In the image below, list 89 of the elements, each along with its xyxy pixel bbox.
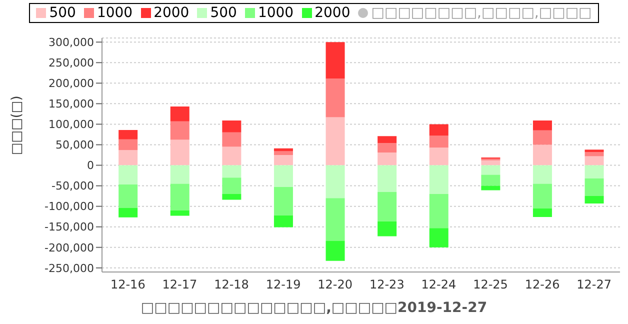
bar: [429, 148, 448, 166]
bar: [222, 165, 242, 178]
bar: [326, 117, 345, 166]
bar: [222, 146, 242, 166]
bar: [326, 165, 345, 198]
y-tick-label: -250,000: [44, 262, 94, 275]
bar: [378, 165, 397, 192]
y-tick-label: 300,000: [48, 36, 94, 50]
bar: [532, 144, 552, 166]
bar: [378, 192, 397, 222]
bar: [118, 184, 138, 208]
bar: [532, 208, 552, 217]
bar: [222, 132, 242, 147]
bar: [584, 196, 604, 204]
bar: [170, 210, 190, 216]
bar: [532, 165, 552, 184]
y-tick-label: 200,000: [48, 77, 94, 90]
bar: [429, 228, 448, 248]
bar: [378, 152, 397, 166]
bar: [481, 174, 500, 186]
bar: [429, 136, 448, 148]
x-tick-label: 12-24: [421, 278, 456, 292]
legend-label: 500: [48, 5, 76, 21]
bar: [532, 120, 552, 130]
x-tick-label: 12-25: [473, 278, 508, 292]
x-tick-label: 12-20: [318, 278, 353, 292]
x-tick-label: 12-19: [266, 278, 301, 292]
bar: [429, 124, 448, 136]
legend-label: 2000: [314, 5, 350, 21]
bar: [326, 198, 345, 241]
legend-label: □□□□□□□□,□□□□,□□□□: [370, 5, 592, 21]
bar: [378, 143, 397, 153]
bar: [481, 186, 500, 190]
bar: [584, 165, 604, 178]
y-tick-label: 150,000: [48, 98, 94, 111]
bar: [170, 165, 190, 184]
bar: [378, 136, 397, 144]
bar: [118, 165, 138, 185]
bar: [170, 140, 190, 166]
bar: [222, 178, 242, 194]
y-axis-title: □□□(□): [10, 96, 25, 155]
x-tick-label: 12-23: [369, 278, 404, 292]
bar: [274, 187, 293, 216]
x-tick-label: 12-18: [214, 278, 249, 292]
bar: [274, 148, 293, 152]
y-tick-label: -200,000: [44, 241, 94, 254]
text: □□□□□□□□□□□□□□,□□□□□2019-12-27: [140, 300, 488, 316]
legend-label: 500: [209, 5, 237, 21]
bar: [584, 178, 604, 196]
bar: [274, 165, 293, 188]
bar: [274, 215, 293, 228]
bar: [170, 121, 190, 140]
y-tick-label: 250,000: [48, 56, 94, 70]
bar: [481, 160, 500, 166]
bar: [532, 130, 552, 145]
bar: [326, 42, 345, 79]
bar: [170, 184, 190, 210]
legend-label: 1000: [96, 5, 133, 21]
bar: [222, 120, 242, 132]
bar: [584, 156, 604, 166]
bar: [118, 139, 138, 150]
bar: [118, 150, 138, 166]
y-tick-label: -100,000: [44, 200, 94, 214]
bar: [326, 240, 345, 261]
y-tick-label: 0: [87, 159, 94, 172]
bar: [222, 194, 242, 200]
bar: [274, 155, 293, 166]
x-tick-label: 12-17: [162, 278, 198, 292]
y-tick-label: 50,000: [56, 138, 94, 152]
y-tick-label: -50,000: [52, 180, 94, 193]
legend-label: 2000: [152, 5, 190, 21]
bar: [429, 194, 448, 228]
x-tick-label: 12-26: [524, 278, 560, 292]
bar: [170, 106, 190, 122]
bar: [584, 152, 604, 156]
bar: [118, 208, 138, 218]
y-tick-label: -150,000: [44, 220, 94, 234]
x-tick-label: 12-27: [576, 278, 612, 292]
bar: [584, 150, 604, 152]
bar: [532, 184, 552, 208]
bar: [429, 165, 448, 194]
y-tick-label: 100,000: [48, 118, 94, 132]
x-tick-label: 12-16: [110, 278, 146, 292]
bar: [481, 165, 500, 175]
bar: [378, 222, 397, 236]
bar: [118, 130, 138, 140]
bar: [274, 151, 293, 155]
bar: [326, 78, 345, 118]
legend-label: 1000: [256, 5, 294, 21]
